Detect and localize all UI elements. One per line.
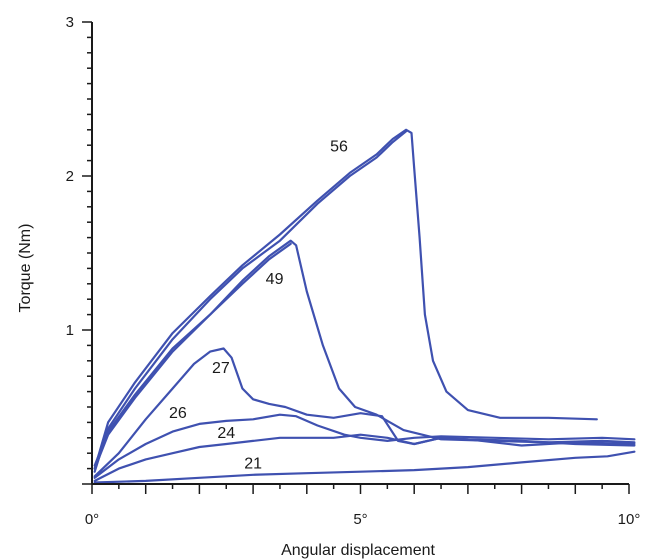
x-axis-title: Angular displacement	[281, 542, 435, 559]
curve-label-24: 24	[217, 425, 235, 442]
curve-label-56: 56	[330, 138, 348, 155]
x-tick-label: 0°	[85, 511, 99, 528]
series-line-56	[93, 130, 408, 473]
y-tick-label: 2	[66, 168, 74, 185]
x-tick-labels: 0° 5° 10°	[85, 511, 641, 528]
y-tick-labels: 1 2 3	[66, 14, 74, 339]
y-tick-label: 1	[66, 322, 74, 339]
series-line-49	[93, 242, 292, 470]
y-tick-label: 3	[66, 14, 74, 31]
series-line-56	[93, 128, 598, 470]
x-minor-ticks	[91, 484, 630, 494]
curve-label-26: 26	[169, 405, 187, 422]
series-line-21	[93, 450, 636, 484]
curve-label-49: 49	[266, 271, 284, 288]
curve-label-21: 21	[244, 456, 262, 473]
axes: 0° 5° 10° 1 2 3	[66, 14, 641, 528]
series-line-26	[93, 413, 636, 479]
y-axis-title: Torque (Nm)	[17, 224, 34, 313]
curve-labels: 56 49 27 26 24 21	[169, 138, 348, 472]
series-line-24	[93, 433, 636, 482]
curve-label-27: 27	[212, 360, 230, 377]
x-tick-label: 10°	[618, 511, 641, 528]
curves	[93, 128, 636, 484]
y-minor-ticks	[82, 21, 92, 485]
x-tick-label: 5°	[353, 511, 367, 528]
